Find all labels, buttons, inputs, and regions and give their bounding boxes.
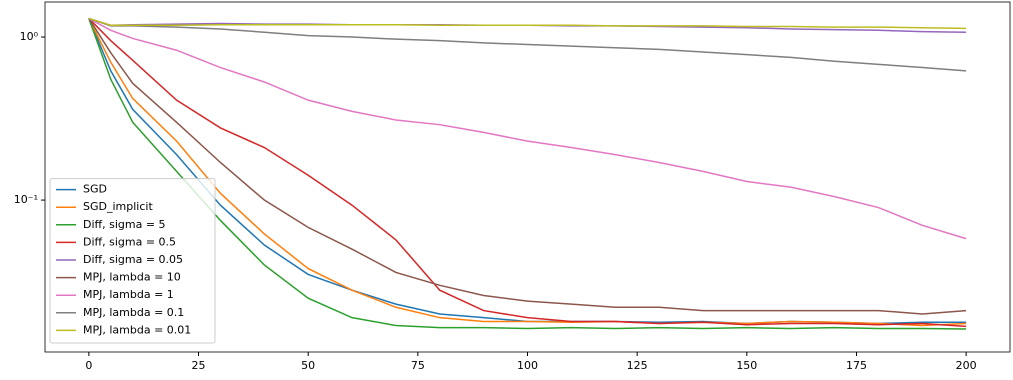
x-tick-label: 150 [736,359,757,372]
legend-label: SGD_implicit [83,200,153,213]
series-line [88,18,967,315]
x-tick-label: 100 [517,359,538,372]
legend-box [49,178,216,344]
series-line [88,18,967,330]
x-tick-label: 75 [411,359,425,372]
series-line [88,17,967,72]
legend-label: MPJ, lambda = 1 [83,288,174,301]
x-tick-label: 125 [627,359,648,372]
x-tick-label: 175 [846,359,867,372]
legend-label: Diff, sigma = 0.05 [83,253,183,266]
legend-label: MPJ, lambda = 0.01 [83,323,191,336]
x-tick-label: 0 [85,359,92,372]
series-line [88,18,967,327]
x-tick-label: 50 [301,359,315,372]
x-tick-label: 200 [956,359,977,372]
series-line [88,17,967,30]
series-line [88,17,967,240]
legend-label: SGD [83,183,107,196]
legend-label: MPJ, lambda = 10 [83,271,181,284]
legend-label: Diff, sigma = 5 [83,218,166,231]
y-tick-label: 10⁰ [20,30,39,43]
y-tick-label: 10⁻¹ [14,193,38,206]
series-line [88,17,967,328]
plot-frame [44,1,1011,353]
legend-label: MPJ, lambda = 0.1 [83,306,184,319]
legend-label: Diff, sigma = 0.5 [83,235,176,248]
series-line [88,18,967,325]
x-tick-label: 25 [192,359,206,372]
